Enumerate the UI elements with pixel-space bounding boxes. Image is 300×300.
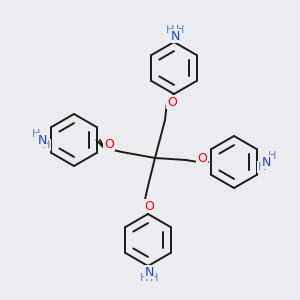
Text: H: H	[176, 25, 184, 35]
Text: H: H	[258, 162, 266, 172]
Text: H: H	[140, 273, 148, 283]
Text: O: O	[197, 152, 207, 164]
Text: H: H	[32, 129, 40, 139]
Text: O: O	[104, 137, 114, 151]
Text: O: O	[144, 200, 154, 212]
Text: H: H	[42, 140, 50, 150]
Text: O: O	[167, 95, 177, 109]
Text: N: N	[261, 155, 271, 169]
Text: H: H	[268, 151, 276, 161]
Text: H: H	[166, 25, 174, 35]
Text: N: N	[144, 266, 154, 278]
Text: N: N	[170, 29, 180, 43]
Text: N: N	[37, 134, 47, 146]
Text: H: H	[150, 273, 158, 283]
